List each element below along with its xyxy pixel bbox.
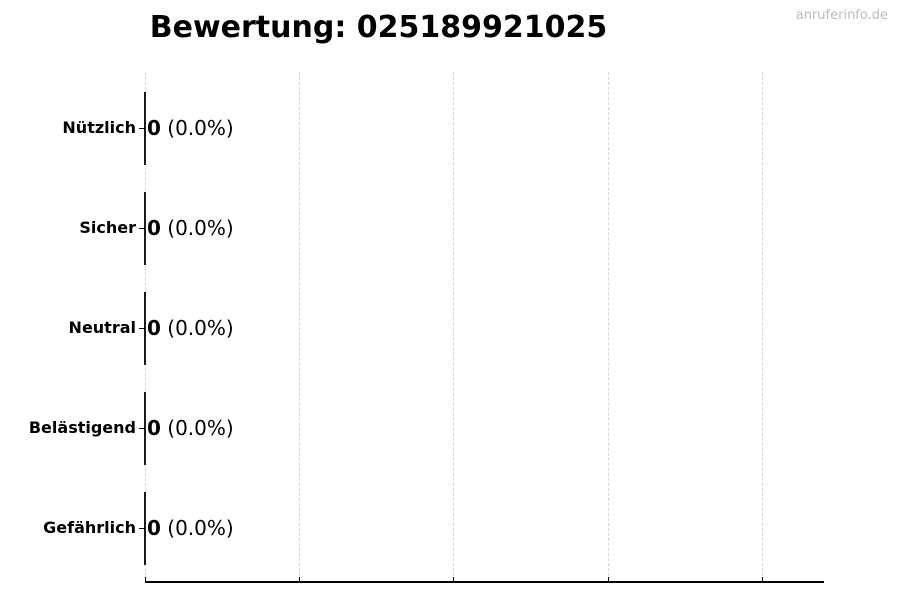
bar-sicher — [144, 192, 146, 265]
data-label-percent-value-gefaehrlich: (0.0%) — [167, 516, 234, 540]
x-axis-tick-3 — [608, 577, 609, 582]
data-label-count-sicher: 0 — [147, 216, 161, 240]
data-label-count-gefaehrlich: 0 — [147, 516, 161, 540]
y-axis-label-neutral: Neutral — [68, 318, 136, 337]
data-label-count-belaestigend: 0 — [147, 416, 161, 440]
gridline-x-2 — [453, 72, 454, 581]
data-label-nuetzlich: 0 (0.0%) — [147, 118, 234, 138]
data-label-sicher: 0 (0.0%) — [147, 218, 234, 238]
gridline-x-3 — [608, 72, 609, 581]
x-axis-line — [145, 581, 824, 583]
x-axis-tick-1 — [299, 577, 300, 582]
data-label-neutral: 0 (0.0%) — [147, 318, 234, 338]
data-label-percent-value-belaestigend: (0.0%) — [167, 416, 234, 440]
y-axis-label-sicher: Sicher — [79, 218, 136, 237]
gridline-x-4 — [762, 72, 763, 581]
bar-gefaehrlich — [144, 492, 146, 565]
bar-neutral — [144, 292, 146, 365]
y-axis-label-nuetzlich: Nützlich — [62, 118, 136, 137]
data-label-percent-value-nuetzlich: (0.0%) — [167, 116, 234, 140]
data-label-gefaehrlich: 0 (0.0%) — [147, 518, 234, 538]
x-axis-tick-2 — [453, 577, 454, 582]
data-label-count-neutral: 0 — [147, 316, 161, 340]
x-axis-tick-0 — [145, 577, 146, 582]
x-axis-tick-4 — [762, 577, 763, 582]
bar-nuetzlich — [144, 92, 146, 165]
gridline-x-1 — [299, 72, 300, 581]
y-axis-tick-belaestigend — [139, 428, 145, 429]
data-label-percent-value-sicher: (0.0%) — [167, 216, 234, 240]
plot-area — [144, 72, 824, 581]
page-title: Bewertung: 025189921025 — [149, 10, 608, 45]
y-axis-tick-gefaehrlich — [139, 528, 145, 529]
y-axis-label-belaestigend: Belästigend — [28, 418, 136, 437]
y-axis-label-gefaehrlich: Gefährlich — [43, 518, 136, 537]
watermark-label: anruferinfo.de — [795, 8, 888, 23]
data-label-percent-value-neutral: (0.0%) — [167, 316, 234, 340]
data-label-belaestigend: 0 (0.0%) — [147, 418, 234, 438]
data-label-count-nuetzlich: 0 — [147, 116, 161, 140]
y-axis-tick-neutral — [139, 328, 145, 329]
y-axis-tick-nuetzlich — [139, 128, 145, 129]
y-axis-tick-sicher — [139, 228, 145, 229]
bar-belaestigend — [144, 392, 146, 465]
